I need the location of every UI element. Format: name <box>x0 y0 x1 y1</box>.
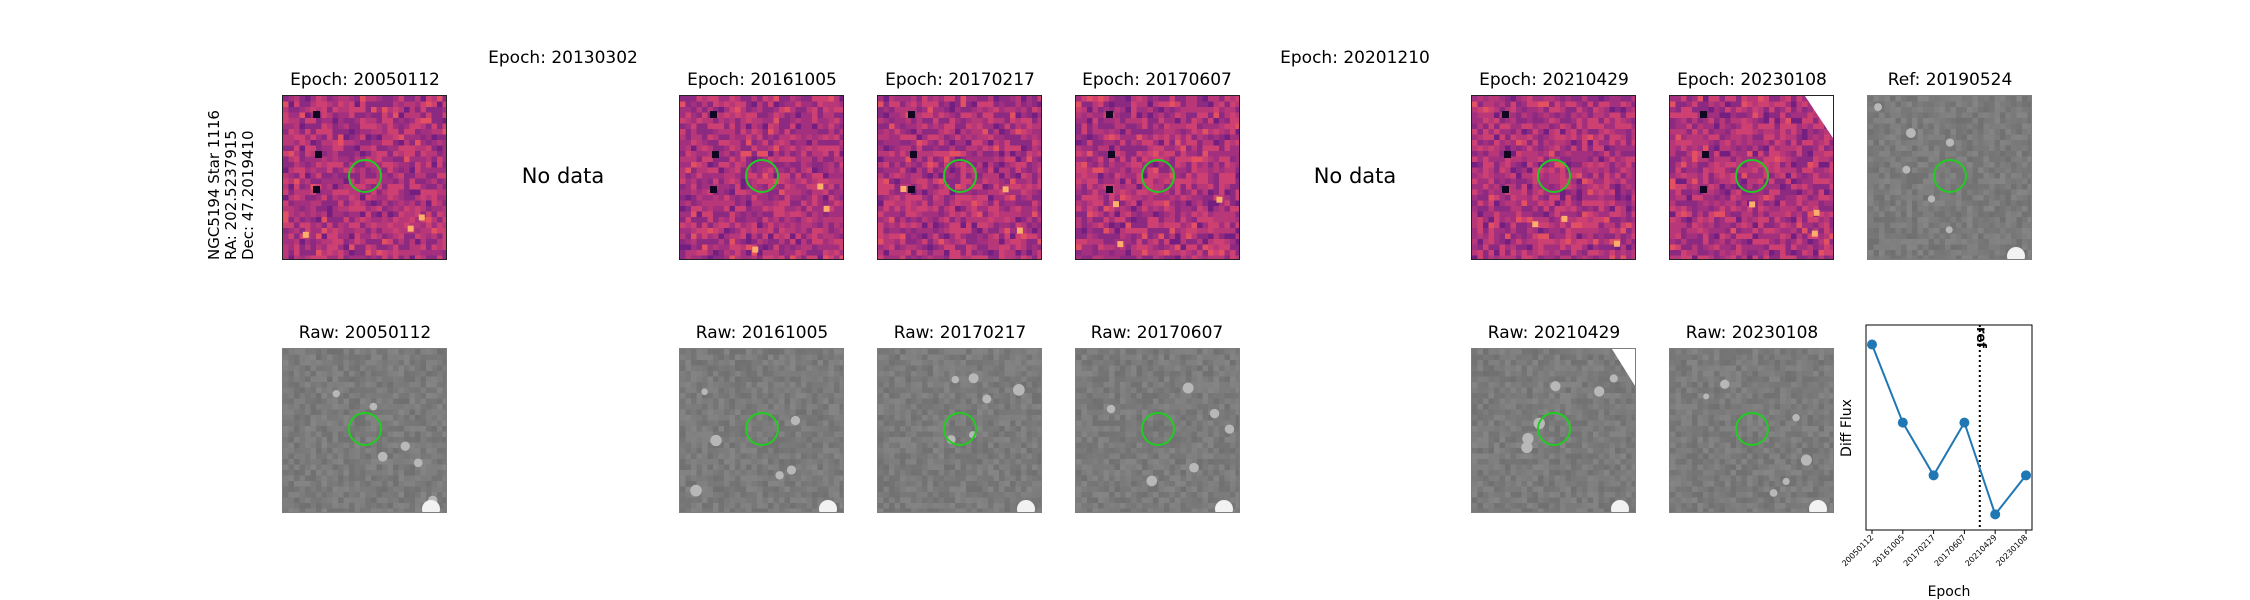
diff-flux-points <box>1867 339 2031 520</box>
diff-image-20170607 <box>1075 95 1240 260</box>
diff-title-20230108: Epoch: 20230108 <box>1677 70 1827 90</box>
star-name: NGC5194 Star 1116 <box>205 110 223 260</box>
raw-title-20230108: Raw: 20230108 <box>1685 323 1819 343</box>
no-data-20130302: No data <box>521 164 605 188</box>
diff-title-20050112: Epoch: 20050112 <box>290 70 440 90</box>
raw-title-20050112: Raw: 20050112 <box>298 323 432 343</box>
diff-image-20230108 <box>1669 95 1834 260</box>
diff-title-20201210: Epoch: 20201210 <box>1280 48 1430 68</box>
x-tick-label-20170217: 20170217 <box>1902 533 1937 568</box>
diff-title-20161005: Epoch: 20161005 <box>687 70 837 90</box>
data-point-20210429 <box>1990 509 2001 520</box>
diff-flux-line <box>1871 344 2027 517</box>
x-axis-label: Epoch <box>1928 584 1971 600</box>
diff-title-20130302: Epoch: 20130302 <box>488 48 638 68</box>
plot-frame <box>1865 324 2033 531</box>
raw-title-20161005: Raw: 20161005 <box>695 323 829 343</box>
raw-image-20210429 <box>1471 348 1636 513</box>
x-tick-label-20161005: 20161005 <box>1871 533 1906 568</box>
ref-label: ref <box>1973 327 1988 348</box>
x-axis-ticks: 2005011220161005201702172017060720210429… <box>1840 530 2029 568</box>
raw-title-20210429: Raw: 20210429 <box>1487 323 1621 343</box>
diff-title-20170607: Epoch: 20170607 <box>1082 70 1232 90</box>
ref-image <box>1867 95 2032 260</box>
star-dec: Dec: 47.2019410 <box>239 130 257 260</box>
y-axis-label: Diff Flux <box>1839 399 1855 457</box>
diff-image-20210429 <box>1471 95 1636 260</box>
data-point-20170607 <box>1959 417 1970 428</box>
raw-image-20050112 <box>282 348 447 513</box>
x-tick-label-20230108: 20230108 <box>1994 533 2029 568</box>
x-tick-label-20050112: 20050112 <box>1840 533 1875 568</box>
raw-title-20170607: Raw: 20170607 <box>1090 323 1224 343</box>
data-point-20161005 <box>1897 417 1908 428</box>
raw-title-20170217: Raw: 20170217 <box>893 323 1027 343</box>
diff-title-20170217: Epoch: 20170217 <box>885 70 1035 90</box>
data-point-20230108 <box>2021 470 2031 481</box>
raw-image-20170607 <box>1075 348 1240 513</box>
x-tick-label-20170607: 20170607 <box>1933 533 1968 568</box>
star-ra: RA: 202.5237915 <box>222 130 240 260</box>
raw-image-20161005 <box>679 348 844 513</box>
diff-image-20161005 <box>679 95 844 260</box>
raw-image-20230108 <box>1669 348 1834 513</box>
reference-marker: ref <box>1973 325 1988 530</box>
x-tick-label-20210429: 20210429 <box>1963 533 1998 568</box>
no-data-20201210: No data <box>1313 164 1397 188</box>
ref-title: Ref: 20190524 <box>1887 70 2013 90</box>
diff-image-20170217 <box>877 95 1042 260</box>
light-curve-chart: ref 200501122016100520170217201706072021… <box>1839 324 2033 600</box>
data-point-20170217 <box>1928 470 1939 481</box>
raw-image-20170217 <box>877 348 1042 513</box>
diff-image-20050112 <box>282 95 447 260</box>
data-point-20050112 <box>1867 339 1877 350</box>
diff-title-20210429: Epoch: 20210429 <box>1479 70 1629 90</box>
